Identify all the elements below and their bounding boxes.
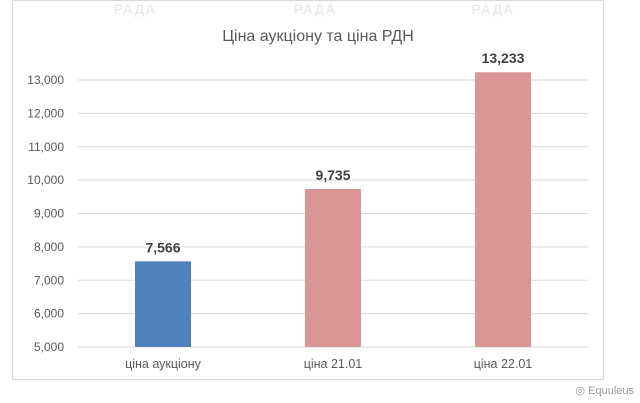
y-tick-label: 7,000 — [34, 273, 64, 287]
bar — [475, 72, 531, 347]
data-label: 7,566 — [145, 239, 180, 255]
watermark-text: РАДА — [472, 1, 515, 17]
bar — [135, 261, 191, 347]
y-tick-label: 11,000 — [28, 140, 64, 154]
chart-title: Ціна аукціону та ціна РДН — [222, 28, 414, 45]
bar — [305, 188, 361, 347]
y-tick-label: 13,000 — [27, 73, 64, 87]
y-tick-label: 5,000 — [34, 340, 64, 354]
y-tick-label: 12,000 — [27, 106, 64, 120]
watermark-text: РАДА — [294, 1, 337, 17]
category-label: ціна аукціону — [125, 357, 202, 371]
logo-text: Equuleus — [588, 385, 634, 397]
category-label: ціна 21.01 — [304, 357, 363, 371]
y-tick-label: 9,000 — [34, 207, 64, 221]
wechat-icon: ◎ — [575, 385, 586, 397]
y-tick-label: 6,000 — [34, 307, 64, 321]
y-tick-label: 10,000 — [27, 173, 64, 187]
watermark-text: РАДА — [114, 1, 157, 17]
data-label: 13,233 — [482, 50, 525, 66]
source-logo: ◎ Equuleus — [576, 384, 634, 397]
data-label: 9,735 — [315, 167, 350, 183]
category-label: ціна 22.01 — [474, 357, 533, 371]
y-tick-label: 8,000 — [34, 240, 64, 254]
